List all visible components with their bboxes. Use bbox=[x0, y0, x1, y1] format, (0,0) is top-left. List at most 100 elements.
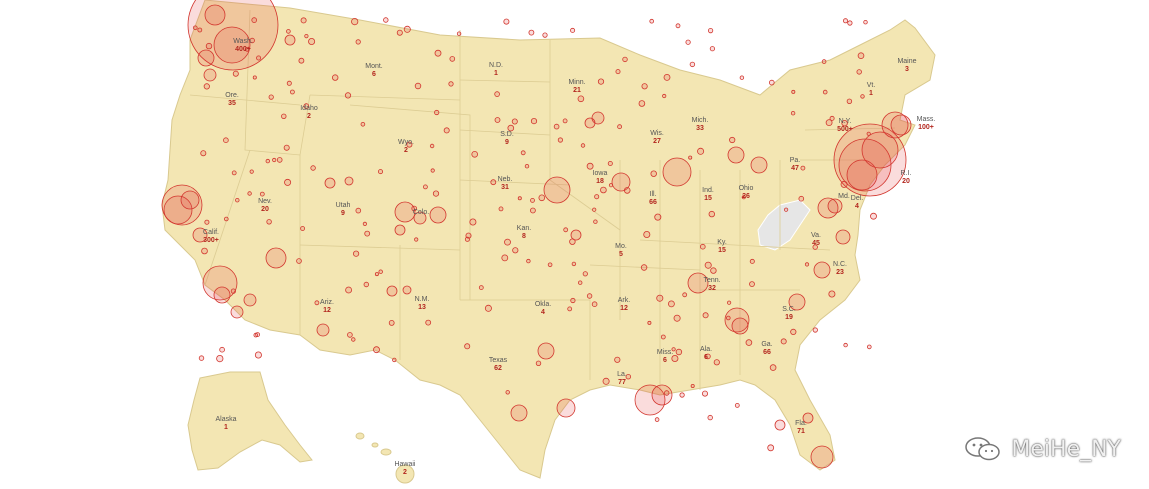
case-dot bbox=[383, 17, 389, 23]
case-dot bbox=[224, 216, 229, 222]
case-dot bbox=[812, 327, 818, 333]
case-bubble bbox=[731, 317, 749, 335]
case-bubble bbox=[344, 176, 354, 186]
svg-text:9: 9 bbox=[505, 139, 509, 146]
svg-text:6: 6 bbox=[704, 354, 708, 361]
state-va: Va.45 bbox=[811, 232, 821, 247]
svg-text:N.Y.: N.Y. bbox=[839, 118, 852, 125]
state-ri: R.I.20 bbox=[901, 170, 912, 185]
case-dot bbox=[528, 29, 535, 36]
case-dot bbox=[345, 286, 353, 294]
state-mich: Mich.33 bbox=[692, 117, 709, 132]
svg-text:4: 4 bbox=[541, 309, 545, 316]
case-dot bbox=[332, 74, 339, 81]
case-dot bbox=[602, 377, 610, 385]
case-dot bbox=[507, 124, 515, 132]
svg-text:15: 15 bbox=[704, 195, 712, 202]
svg-text:Mont.: Mont. bbox=[365, 63, 383, 70]
case-dot bbox=[745, 339, 753, 346]
case-dot bbox=[671, 354, 679, 362]
state-md: Md. bbox=[838, 193, 850, 200]
case-bubble bbox=[202, 265, 238, 301]
svg-text:Wash.: Wash. bbox=[233, 38, 253, 45]
case-dot bbox=[702, 390, 709, 397]
svg-text:Pa.: Pa. bbox=[790, 157, 801, 164]
case-dot bbox=[378, 269, 383, 274]
svg-text:Ohio: Ohio bbox=[739, 185, 754, 192]
case-dot bbox=[193, 25, 198, 31]
case-dot bbox=[615, 69, 621, 75]
svg-text:Vt.: Vt. bbox=[867, 82, 876, 89]
case-dot bbox=[622, 56, 628, 63]
state-ky: Ky.15 bbox=[717, 239, 727, 254]
case-dot bbox=[578, 280, 583, 285]
case-bubble bbox=[163, 195, 193, 225]
state-sd: S.D.9 bbox=[500, 131, 514, 146]
case-dot bbox=[586, 293, 593, 299]
case-bubble bbox=[788, 293, 806, 311]
case-dot bbox=[675, 23, 681, 29]
case-dot bbox=[204, 219, 210, 225]
state-ore: Ore.35 bbox=[225, 92, 239, 107]
case-dot bbox=[469, 218, 477, 226]
svg-text:32: 32 bbox=[708, 285, 716, 292]
case-dot bbox=[526, 258, 531, 264]
case-dot bbox=[656, 294, 664, 302]
case-dot bbox=[296, 258, 302, 264]
case-dot bbox=[249, 169, 254, 174]
state-mass: Mass.100+ bbox=[917, 116, 936, 131]
svg-text:Idaho: Idaho bbox=[300, 105, 318, 112]
case-dot bbox=[351, 337, 356, 342]
case-bubble bbox=[835, 229, 851, 245]
case-dot bbox=[863, 20, 868, 25]
svg-text:Iowa: Iowa bbox=[593, 170, 608, 177]
case-dot bbox=[530, 118, 538, 125]
svg-text:71: 71 bbox=[797, 428, 805, 435]
case-dot bbox=[586, 162, 594, 170]
case-dot bbox=[547, 262, 553, 268]
case-dot bbox=[592, 207, 597, 212]
case-bubble bbox=[243, 293, 257, 307]
case-dot bbox=[649, 18, 654, 24]
case-dot bbox=[249, 37, 255, 44]
svg-text:5: 5 bbox=[619, 251, 623, 258]
case-bubble bbox=[204, 4, 226, 26]
case-dot bbox=[517, 196, 522, 201]
svg-text:Utah: Utah bbox=[336, 202, 351, 209]
svg-text:Neb.: Neb. bbox=[498, 176, 513, 183]
case-dot bbox=[362, 221, 367, 226]
svg-text:Fla.: Fla. bbox=[795, 420, 807, 427]
svg-text:21: 21 bbox=[573, 87, 581, 94]
state-ga: Ga.66 bbox=[761, 341, 772, 356]
state-ind: Ind.15 bbox=[702, 187, 714, 202]
case-dot bbox=[478, 285, 484, 291]
case-dot bbox=[783, 207, 789, 212]
svg-text:R.I.: R.I. bbox=[901, 170, 912, 177]
case-dot bbox=[571, 261, 577, 267]
state-sc: S.C.19 bbox=[782, 306, 796, 321]
case-dot bbox=[641, 83, 648, 90]
case-dot bbox=[689, 61, 696, 68]
case-dot bbox=[247, 191, 252, 196]
svg-text:Alaska: Alaska bbox=[215, 416, 236, 423]
case-dot bbox=[494, 117, 501, 123]
case-dot bbox=[289, 89, 295, 95]
case-dot bbox=[594, 194, 600, 200]
case-dot bbox=[749, 258, 755, 264]
svg-text:1: 1 bbox=[869, 90, 873, 97]
svg-text:1: 1 bbox=[224, 424, 228, 431]
svg-text:Ariz.: Ariz. bbox=[320, 299, 334, 306]
case-dot bbox=[673, 314, 681, 322]
case-dot bbox=[308, 38, 316, 46]
case-dot bbox=[685, 39, 691, 45]
case-dot bbox=[235, 197, 240, 203]
case-bubble bbox=[687, 272, 709, 294]
state-nm: N.M.13 bbox=[415, 296, 430, 311]
case-bubble bbox=[662, 157, 692, 187]
state-nc: N.C.23 bbox=[833, 261, 847, 276]
case-dot bbox=[828, 290, 836, 298]
case-bubble bbox=[161, 184, 203, 226]
case-bubble bbox=[537, 342, 555, 360]
case-dot bbox=[251, 17, 258, 23]
